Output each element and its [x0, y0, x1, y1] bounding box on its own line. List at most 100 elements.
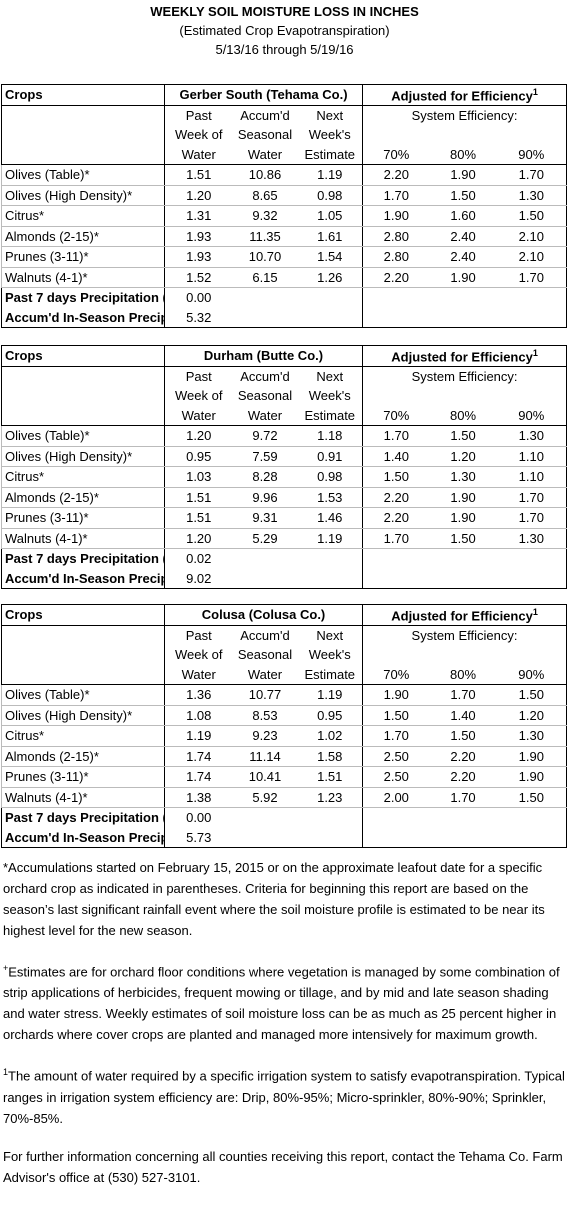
subheader-row: Past Accum'd Next System Efficiency: — [1, 105, 567, 125]
crop-name: Olives (Table)* — [1, 425, 165, 447]
precip-row: Accum'd In-Season Precip (in) 5.73 — [1, 827, 567, 848]
value-cell: 2.20 — [429, 766, 497, 788]
blank-cell — [232, 807, 298, 828]
notes: *Accumulations started on February 15, 2… — [3, 857, 566, 1205]
footnote-text: For further information concerning all c… — [3, 1148, 563, 1185]
efficiency-header: 90% — [496, 664, 567, 685]
value-cell: 1.50 — [429, 425, 497, 447]
value-cell: 1.18 — [297, 425, 364, 447]
blank-cell — [363, 386, 567, 406]
value-cell: 1.30 — [429, 466, 497, 488]
subtitle: (Estimated Crop Evapotranspiration) — [179, 23, 390, 38]
precip-label: Past 7 days Precipitation (in) — [1, 548, 165, 569]
value-cell: 8.28 — [232, 466, 298, 488]
value-cell: 1.50 — [429, 184, 497, 206]
column-header: Seasonal — [237, 647, 293, 663]
crop-name: Walnuts (4-1)* — [1, 786, 165, 808]
value-cell: 8.65 — [232, 184, 298, 206]
column-header: Water — [164, 144, 233, 165]
value-cell: 1.03 — [164, 466, 233, 488]
value-cell: 1.46 — [297, 507, 364, 529]
value-cell: 0.98 — [297, 184, 364, 206]
value-cell: 6.15 — [232, 266, 298, 288]
value-cell: 9.32 — [232, 205, 298, 227]
value-cell: 1.10 — [496, 466, 567, 488]
precip-row: Accum'd In-Season Precip (in) 5.32 — [1, 307, 567, 328]
data-row: Olives (High Density)* 0.95 7.59 0.91 1.40 1.… — [1, 445, 567, 467]
value-cell: 10.41 — [232, 766, 298, 788]
data-row: Almonds (2-15)* 1.51 9.96 1.53 2.20 1.90 1.70 — [1, 486, 567, 508]
value-cell: 1.19 — [297, 527, 364, 549]
efficiency-header: 90% — [496, 405, 567, 426]
superscript: 1 — [532, 606, 538, 617]
location: Colusa (Colusa Co.) — [164, 604, 364, 626]
blank-cell — [1, 105, 165, 125]
value-cell: 1.31 — [164, 205, 233, 227]
data-row: Olives (Table)* 1.36 10.77 1.19 1.90 1.70 1.50 — [1, 684, 567, 706]
value-cell: 1.40 — [429, 704, 497, 726]
dates: 5/13/16 through 5/19/16 — [215, 42, 354, 57]
data-row: Olives (Table)* 1.51 10.86 1.19 2.20 1.90 1.70 — [1, 164, 567, 186]
value-cell: 1.70 — [429, 786, 497, 808]
blank-cell — [233, 569, 298, 589]
value-cell: 7.59 — [232, 445, 298, 467]
blank-cell — [1, 664, 165, 685]
crops-header: Crops — [1, 604, 165, 626]
subheader-row: Water Water Estimate 70% 80% 90% — [1, 405, 567, 426]
crop-name: Almonds (2-15)* — [1, 745, 165, 767]
value-cell: 1.52 — [164, 266, 233, 288]
efficiency-header: 80% — [429, 664, 497, 685]
value-cell: 1.23 — [297, 786, 364, 808]
precip-row: Accum'd In-Season Precip (in) 9.02 — [1, 568, 567, 589]
system-efficiency: System Efficiency: — [411, 368, 518, 384]
value-cell: 1.20 — [164, 184, 233, 206]
data-row: Olives (High Density)* 1.08 8.53 0.95 1.50 1.… — [1, 704, 567, 726]
value-cell: 10.86 — [232, 164, 298, 186]
crop-name: Citrus* — [1, 466, 165, 488]
value-cell: 1.70 — [362, 425, 430, 447]
precip-value: 0.00 — [164, 807, 233, 828]
value-cell: 1.70 — [496, 507, 567, 529]
adjusted-header: Adjusted for Efficiency1 — [362, 604, 567, 626]
value-cell: 0.98 — [297, 466, 364, 488]
blank-cell — [297, 287, 364, 308]
value-cell: 1.50 — [496, 786, 567, 808]
crop-name: Olives (Table)* — [1, 164, 165, 186]
footnote-text: *Accumulations started on February 15, 2… — [3, 860, 545, 938]
value-cell: 1.61 — [297, 225, 364, 247]
value-cell: 1.90 — [496, 745, 567, 767]
value-cell: 1.19 — [297, 164, 364, 186]
value-cell: 2.50 — [362, 745, 430, 767]
column-header: Estimate — [297, 144, 364, 165]
adjusted-label: Adjusted for Efficiency — [391, 87, 533, 103]
crop-name: Walnuts (4-1)* — [1, 266, 165, 288]
column-header: Seasonal — [237, 388, 293, 404]
header: WEEKLY SOIL MOISTURE LOSS IN INCHES (Est… — [0, 2, 569, 59]
value-cell: 1.50 — [362, 704, 430, 726]
value-cell: 1.26 — [297, 266, 364, 288]
blank-cell — [362, 807, 567, 848]
subheader-row: Week of Seasonal Week's — [1, 125, 567, 145]
blank-cell — [363, 125, 567, 145]
precip-row: Past 7 days Precipitation (in)0.00 — [1, 807, 567, 848]
value-cell: 9.72 — [232, 425, 298, 447]
value-cell: 2.80 — [362, 246, 430, 268]
column-header: Week of — [175, 388, 223, 404]
data-row: Citrus* 1.03 8.28 0.98 1.50 1.30 1.10 — [1, 466, 567, 488]
value-cell: 1.30 — [496, 184, 567, 206]
value-cell: 9.31 — [232, 507, 298, 529]
column-header: Accum'd — [240, 107, 290, 123]
value-cell: 1.51 — [297, 766, 364, 788]
data-table: Crops Gerber South (Tehama Co.) Adjusted f… — [1, 84, 568, 328]
value-cell: 1.50 — [496, 684, 567, 706]
precip-label: Accum'd In-Season Precip (in) — [1, 568, 165, 589]
column-header: Estimate — [297, 405, 364, 426]
adjusted-label: Adjusted for Efficiency — [391, 348, 533, 364]
adjusted-header: Adjusted for Efficiency1 — [362, 84, 567, 106]
efficiency-header: 70% — [362, 664, 430, 685]
crop-name: Walnuts (4-1)* — [1, 527, 165, 549]
value-cell: 1.08 — [164, 704, 233, 726]
footnote: For further information concerning all c… — [3, 1146, 566, 1188]
adjusted-header: Adjusted for Efficiency1 — [362, 345, 567, 367]
subheader-row: Week of Seasonal Week's — [1, 386, 567, 406]
